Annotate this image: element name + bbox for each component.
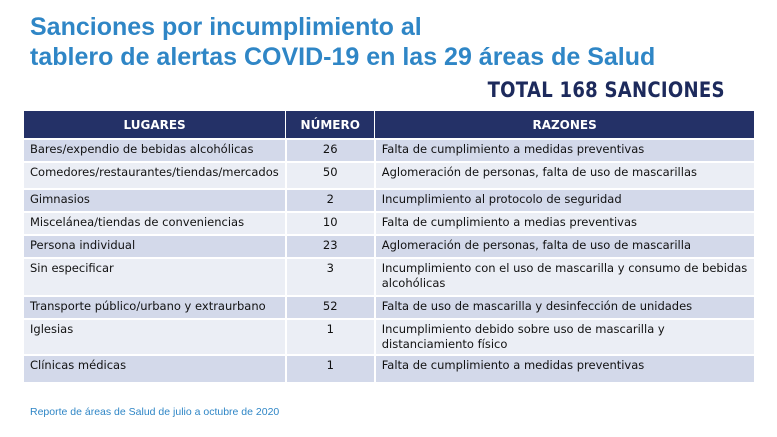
cell-lugar: Bares/expendio de bebidas alcohólicas xyxy=(24,138,287,162)
table-row: Comedores/restaurantes/tiendas/mercados … xyxy=(24,161,754,189)
cell-lugar: Comedores/restaurantes/tiendas/mercados xyxy=(24,161,287,189)
table-row: Transporte público/urbano y extraurbano … xyxy=(24,295,754,319)
cell-numero: 3 xyxy=(285,257,376,296)
cell-numero: 1 xyxy=(285,318,376,355)
cell-lugar: Gimnasios xyxy=(24,188,287,212)
cell-numero: 50 xyxy=(285,161,376,189)
cell-razon: Aglomeración de personas, falta de uso d… xyxy=(374,234,754,258)
header-lugares: LUGARES xyxy=(24,111,287,139)
cell-razon: Incumplimiento al protocolo de seguridad xyxy=(374,188,754,212)
cell-lugar: Clínicas médicas xyxy=(24,354,287,382)
cell-numero: 1 xyxy=(285,354,376,382)
cell-razon: Aglomeración de personas, falta de uso d… xyxy=(374,161,754,189)
table-row: Gimnasios 2 Incumplimiento al protocolo … xyxy=(24,188,754,212)
cell-lugar: Transporte público/urbano y extraurbano xyxy=(24,295,287,319)
cell-numero: 2 xyxy=(285,188,376,212)
cell-lugar: Persona individual xyxy=(24,234,287,258)
table-row: Clínicas médicas 1 Falta de cumplimiento… xyxy=(24,354,754,382)
cell-razon: Falta de cumplimiento a medias preventiv… xyxy=(374,211,754,235)
cell-razon: Falta de cumplimiento a medidas preventi… xyxy=(374,138,754,162)
total-sanctions: TOTAL 168 SANCIONES xyxy=(487,78,725,102)
cell-numero: 10 xyxy=(285,211,376,235)
cell-numero: 52 xyxy=(285,295,376,319)
cell-razon: Incumplimiento con el uso de mascarilla … xyxy=(374,257,754,296)
cell-razon: Incumplimiento debido sobre uso de masca… xyxy=(374,318,754,355)
table-header-row: LUGARES NÚMERO RAZONES xyxy=(24,111,754,139)
header-razones: RAZONES xyxy=(374,111,754,139)
header-numero: NÚMERO xyxy=(285,111,376,139)
table-row: Bares/expendio de bebidas alcohólicas 26… xyxy=(24,138,754,162)
cell-numero: 26 xyxy=(285,138,376,162)
table-row: Persona individual 23 Aglomeración de pe… xyxy=(24,234,754,258)
cell-lugar: Iglesias xyxy=(24,318,287,355)
cell-lugar: Sin especificar xyxy=(24,257,287,296)
cell-lugar: Miscelánea/tiendas de conveniencias xyxy=(24,211,287,235)
source-note: Reporte de áreas de Salud de julio a oct… xyxy=(30,406,280,418)
cell-razon: Falta de uso de mascarilla y desinfecció… xyxy=(374,295,754,319)
title-line-1: Sanciones por incumplimiento al xyxy=(30,13,422,41)
cell-razon: Falta de cumplimiento a medidas preventi… xyxy=(374,354,754,382)
title-line-2: tablero de alertas COVID-19 en las 29 ár… xyxy=(30,43,656,71)
table-row: Miscelánea/tiendas de conveniencias 10 F… xyxy=(24,211,754,235)
sanctions-table: LUGARES NÚMERO RAZONES Bares/expendio de… xyxy=(24,111,754,382)
cell-numero: 23 xyxy=(285,234,376,258)
page-title: Sanciones por incumplimiento al tablero … xyxy=(30,12,655,72)
table-row: Iglesias 1 Incumplimiento debido sobre u… xyxy=(24,318,754,355)
table-row: Sin especificar 3 Incumplimiento con el … xyxy=(24,257,754,296)
